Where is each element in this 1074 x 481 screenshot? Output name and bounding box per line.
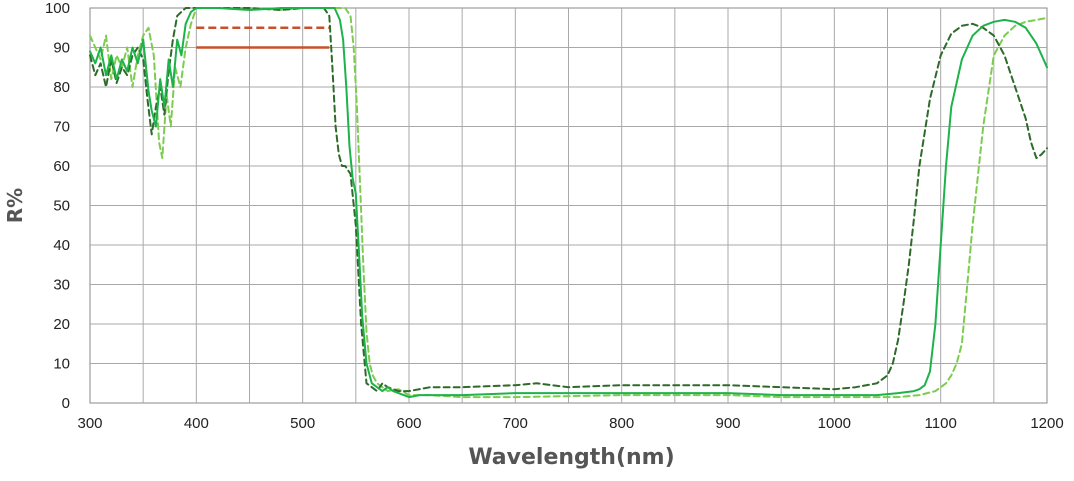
y-tick-label: 90 (53, 40, 70, 57)
x-tick-label: 500 (290, 415, 315, 432)
y-tick-label: 10 (53, 356, 70, 373)
x-tick-label: 700 (503, 415, 528, 432)
x-tick-label: 400 (184, 415, 209, 432)
series-line-1 (89, 7, 1048, 399)
series-line-2 (89, 7, 1048, 393)
y-tick-label: 100 (45, 0, 70, 17)
gridlines (90, 8, 1047, 403)
y-tick-label: 40 (53, 237, 70, 254)
y-tick-label: 0 (62, 395, 70, 412)
y-tick-label: 60 (53, 158, 70, 175)
y-tick-label: 80 (53, 79, 70, 96)
series-lines (89, 7, 1048, 399)
y-tick-label: 50 (53, 198, 70, 215)
x-tick-label: 300 (77, 415, 102, 432)
x-tick-label: 800 (609, 415, 634, 432)
y-axis-title: R% (3, 188, 27, 223)
x-tick-labels: 300 400 500 600 700 800 900 1000 1100 1200 (77, 415, 1063, 432)
x-tick-label: 1000 (818, 415, 851, 432)
x-tick-label: 1100 (925, 415, 957, 432)
x-tick-label: 1200 (1030, 415, 1063, 432)
y-tick-labels: 0 10 20 30 40 50 60 70 80 90 100 (45, 0, 70, 412)
x-tick-label: 600 (396, 415, 421, 432)
x-axis-title: Wavelength(nm) (468, 445, 674, 470)
y-tick-label: 20 (53, 316, 70, 333)
y-tick-label: 70 (53, 119, 70, 136)
y-tick-label: 30 (53, 277, 70, 294)
series-line-3 (89, 7, 1048, 399)
x-tick-label: 900 (715, 415, 740, 432)
spec-lines (196, 26, 330, 49)
